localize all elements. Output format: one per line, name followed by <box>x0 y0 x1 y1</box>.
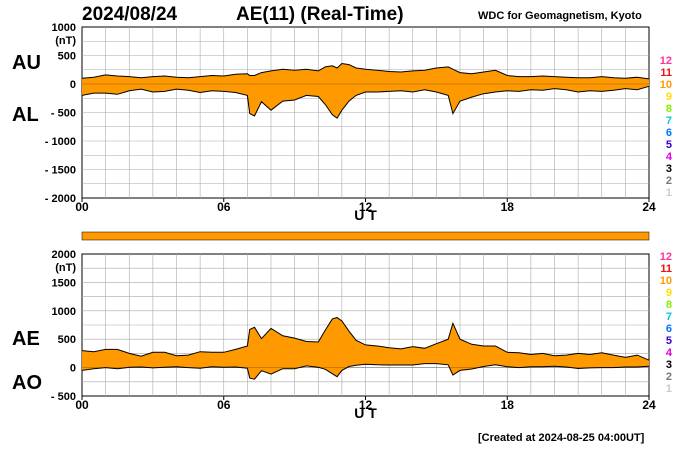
legend-station-12: 12 <box>659 55 672 67</box>
legend-station-2: 2 <box>665 371 672 383</box>
x-tick-label: 06 <box>217 398 231 412</box>
legend-station-12: 12 <box>659 251 672 263</box>
y-tick-label: 0 <box>70 79 76 91</box>
legend-station-4: 4 <box>665 347 672 359</box>
al-label: AL <box>12 104 39 126</box>
legend-station-9: 9 <box>665 287 672 299</box>
x-tick-label: 06 <box>217 200 231 214</box>
y-tick-label: 0 <box>70 363 76 375</box>
legend-station-5: 5 <box>665 139 672 151</box>
y-tick-label: - 1500 <box>45 165 76 177</box>
y-tick-label: - 500 <box>51 391 76 403</box>
chart-date: 2024/08/24 <box>82 4 178 25</box>
y-tick-label: 500 <box>58 51 76 63</box>
legend-station-3: 3 <box>665 359 672 371</box>
panel-au-al: 1000 500 0 - 500 - 1000 - 1500 - 2000 (nT) 00 06 1… <box>45 22 656 223</box>
x-axis-label: U T <box>354 207 377 223</box>
y-tick-label: 1500 <box>52 277 76 289</box>
legend-station-6: 6 <box>665 127 672 139</box>
legend-station-7: 7 <box>665 311 672 323</box>
legend-station-1: 1 <box>665 383 672 395</box>
ao-label: AO <box>12 372 42 394</box>
legend-station-11: 11 <box>660 263 672 275</box>
x-tick-label: 18 <box>501 398 515 412</box>
x-tick-label: 00 <box>75 398 89 412</box>
au-label: AU <box>12 52 41 74</box>
legend-station-1: 1 <box>665 187 672 199</box>
legend-station-10: 10 <box>659 275 672 287</box>
panel-ae-ao: 2000 1500 1000 500 0 - 500 (nT) 00 06 12 18 24 U T <box>51 249 656 421</box>
series-line-au <box>81 62 650 80</box>
x-tick-label: 24 <box>642 398 656 412</box>
x-tick-label: 12 <box>359 200 373 214</box>
legend-station-9: 9 <box>665 91 672 103</box>
legend-station-2: 2 <box>665 175 672 187</box>
legend-station-8: 8 <box>665 103 672 115</box>
y-tick-label: - 2000 <box>45 193 76 205</box>
x-tick-label: 18 <box>501 200 515 214</box>
legend-station-5: 5 <box>665 335 672 347</box>
separator-bar <box>81 231 650 241</box>
legend-station-8: 8 <box>665 299 672 311</box>
series-line-al <box>81 85 650 119</box>
y-tick-label: 1000 <box>52 306 76 318</box>
y-tick-label: 2000 <box>52 249 76 261</box>
y-tick-label: - 500 <box>51 108 76 120</box>
unit-label: (nT) <box>55 262 76 274</box>
band-fill-au-al <box>82 63 649 119</box>
series-line-ao <box>81 363 650 380</box>
band-fill-ae-ao <box>82 317 649 380</box>
legend-station-6: 6 <box>665 323 672 335</box>
unit-label: (nT) <box>55 35 76 47</box>
legend-station-4: 4 <box>665 151 672 163</box>
legend-station-3: 3 <box>665 163 672 175</box>
x-tick-label: 12 <box>359 398 373 412</box>
ae-label: AE <box>12 328 40 350</box>
x-axis-label: U T <box>354 405 377 421</box>
y-tick-label: 500 <box>58 334 76 346</box>
x-tick-label: 24 <box>642 200 656 214</box>
y-tick-label: 1000 <box>52 22 76 34</box>
y-tick-label: - 1000 <box>45 136 76 148</box>
data-source: WDC for Geomagnetism, Kyoto <box>478 10 642 22</box>
legend-station-11: 11 <box>660 67 672 79</box>
series-line-ae <box>81 317 650 361</box>
legend-station-10: 10 <box>659 79 672 91</box>
created-timestamp: [Created at 2024-08-25 04:00UT] <box>478 432 645 444</box>
legend-station-7: 7 <box>665 115 672 127</box>
chart-title: AE(11) (Real-Time) <box>236 4 404 25</box>
x-tick-label: 00 <box>75 200 89 214</box>
